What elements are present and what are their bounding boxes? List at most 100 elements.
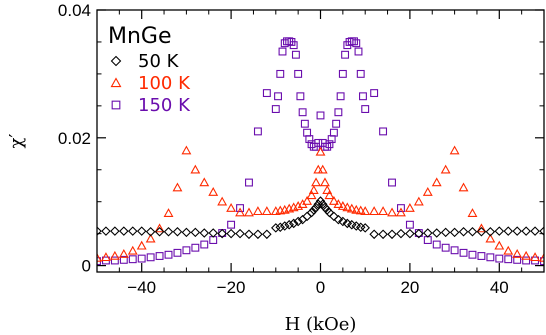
data-point bbox=[154, 223, 165, 233]
data-point bbox=[97, 252, 102, 262]
data-point bbox=[271, 223, 281, 233]
tick-labels: −40 −20 0 20 40 0 0.02 0.04 bbox=[58, 1, 509, 297]
data-point bbox=[449, 227, 460, 238]
data-point bbox=[539, 226, 544, 236]
legend-label: 50 K bbox=[138, 51, 180, 72]
data-point bbox=[97, 226, 102, 236]
data-point bbox=[422, 186, 433, 196]
y-tick-label: 0.04 bbox=[58, 1, 91, 20]
data-point bbox=[440, 227, 451, 238]
data-point bbox=[208, 186, 219, 196]
data-point bbox=[311, 202, 321, 213]
data-point bbox=[486, 253, 495, 262]
data-point bbox=[226, 202, 237, 212]
x-axis-label: H (kOe) bbox=[285, 314, 357, 335]
data-point bbox=[325, 140, 334, 149]
data-point bbox=[208, 228, 218, 238]
plot-frame bbox=[96, 9, 545, 273]
x-tick-label: −40 bbox=[127, 278, 156, 297]
data-point bbox=[329, 128, 338, 137]
data-point bbox=[354, 47, 363, 56]
data-point bbox=[378, 229, 388, 240]
x-tick-label: −20 bbox=[217, 278, 246, 297]
series-100-k bbox=[97, 145, 544, 262]
y-tick-label: 0.02 bbox=[58, 129, 91, 148]
data-point bbox=[338, 216, 348, 227]
data-point bbox=[181, 227, 192, 238]
data-point bbox=[278, 47, 287, 56]
data-point bbox=[337, 201, 348, 210]
data-point bbox=[305, 135, 314, 144]
data-point bbox=[110, 256, 119, 265]
data-point bbox=[334, 108, 343, 117]
data-point bbox=[127, 226, 138, 236]
data-point bbox=[360, 206, 371, 216]
data-point bbox=[145, 226, 156, 237]
data-point bbox=[245, 178, 253, 187]
data-point bbox=[341, 50, 350, 59]
data-point bbox=[431, 177, 442, 187]
data-point bbox=[302, 195, 313, 205]
data-point bbox=[101, 226, 111, 236]
y-tick-label: 0 bbox=[82, 257, 91, 276]
legend-item: 100 K bbox=[110, 73, 191, 94]
data-point bbox=[485, 226, 496, 237]
data-point bbox=[440, 164, 451, 174]
data-point bbox=[352, 39, 361, 48]
data-point bbox=[423, 228, 433, 238]
data-point bbox=[317, 199, 328, 210]
legend-marker bbox=[111, 100, 121, 110]
data-point bbox=[413, 196, 424, 206]
data-point bbox=[387, 207, 397, 217]
data-point bbox=[338, 69, 347, 78]
data-point bbox=[303, 128, 312, 137]
data-point bbox=[320, 177, 330, 187]
data-point bbox=[253, 127, 262, 136]
series-50-k bbox=[97, 196, 544, 240]
data-point bbox=[324, 190, 335, 200]
data-point bbox=[431, 228, 442, 238]
data-point bbox=[396, 228, 406, 239]
data-point bbox=[369, 206, 380, 216]
data-point bbox=[322, 185, 333, 194]
data-point bbox=[356, 69, 365, 78]
data-point bbox=[300, 119, 309, 128]
data-point bbox=[359, 92, 367, 101]
data-point bbox=[477, 252, 486, 260]
data-point bbox=[190, 227, 201, 238]
data-point bbox=[313, 199, 324, 210]
data-point bbox=[253, 229, 263, 240]
data-point bbox=[315, 196, 326, 206]
data-point bbox=[298, 108, 307, 117]
data-point bbox=[274, 92, 282, 101]
data-point bbox=[539, 252, 544, 262]
sample-label: MnGe bbox=[108, 24, 172, 49]
data-point bbox=[119, 255, 128, 264]
data-point bbox=[316, 111, 325, 120]
data-point bbox=[136, 240, 147, 250]
data-point bbox=[468, 250, 477, 259]
data-point bbox=[379, 127, 388, 136]
data-point bbox=[458, 226, 469, 237]
data-point bbox=[530, 252, 540, 262]
data-point bbox=[199, 228, 210, 238]
data-point bbox=[503, 245, 514, 255]
data-point bbox=[146, 253, 155, 262]
data-point bbox=[350, 37, 358, 46]
data-marks bbox=[97, 37, 544, 266]
data-point bbox=[441, 243, 450, 252]
data-point bbox=[217, 228, 227, 239]
data-point bbox=[262, 229, 272, 240]
data-point bbox=[323, 142, 332, 151]
data-point bbox=[155, 252, 164, 260]
data-point bbox=[370, 89, 379, 98]
data-point bbox=[361, 105, 370, 113]
data-point bbox=[504, 255, 513, 264]
data-point bbox=[127, 245, 138, 255]
data-point bbox=[199, 177, 210, 187]
data-point bbox=[261, 206, 272, 216]
data-point bbox=[118, 248, 129, 258]
data-point bbox=[513, 255, 522, 264]
data-point bbox=[288, 218, 299, 229]
